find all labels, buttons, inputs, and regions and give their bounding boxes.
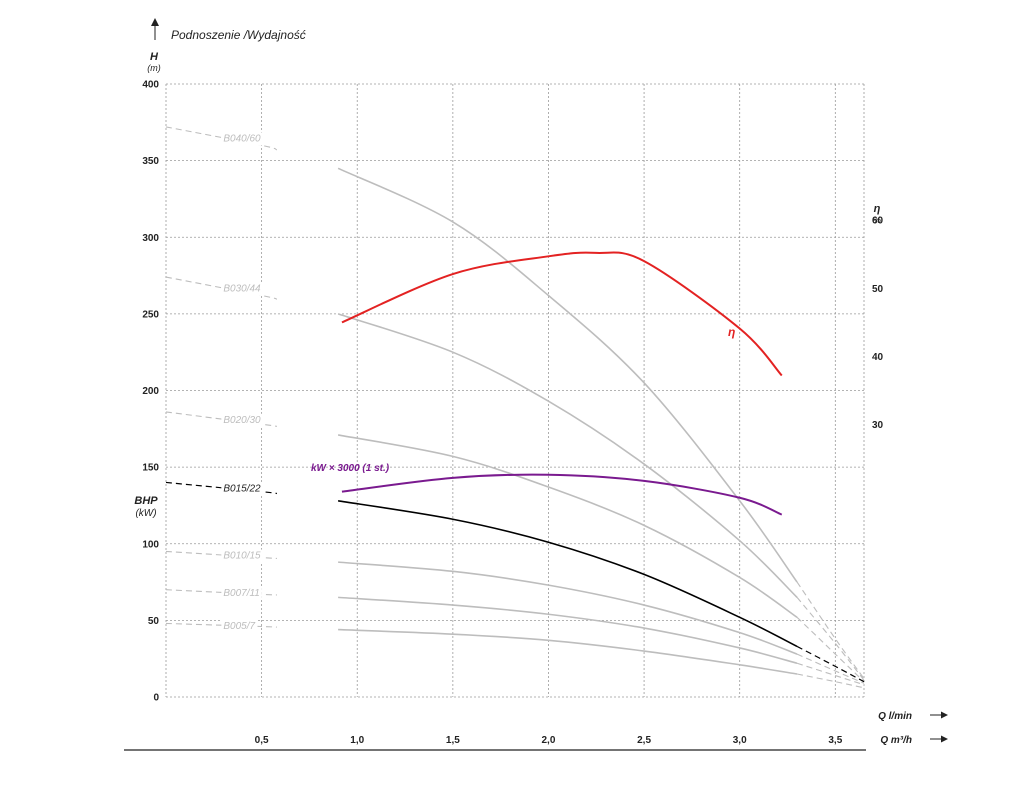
series-6-line-dashed bbox=[796, 673, 865, 689]
bhp-axis-label: BHP bbox=[134, 495, 158, 507]
series-label-background bbox=[221, 549, 264, 563]
y-tick-label: 300 bbox=[142, 233, 159, 244]
y-right-tick-label: 50 bbox=[872, 284, 884, 295]
x-axis-label-m3h: Q m³/h bbox=[880, 735, 912, 746]
series-3-line-dashed bbox=[796, 645, 865, 683]
series-label: B015/22 bbox=[223, 483, 261, 494]
y-right-tick-labels: 30 40 50 60 bbox=[872, 216, 884, 431]
series-label: B030/44 bbox=[223, 284, 261, 295]
series-label-background bbox=[221, 482, 264, 496]
eta-axis-unit: % bbox=[873, 215, 881, 225]
series-2-line-solid bbox=[337, 434, 798, 618]
series-1-line-dashed bbox=[165, 276, 278, 300]
series-5-line-solid bbox=[338, 596, 798, 665]
series-0-line-solid bbox=[337, 167, 798, 583]
y-right-tick-label: 40 bbox=[872, 352, 884, 363]
y-tick-label: 50 bbox=[148, 616, 160, 627]
series-label: B040/60 bbox=[223, 133, 261, 144]
series-label-background bbox=[221, 413, 264, 427]
kw-curve-label: kW × 3000 (1 st.) bbox=[311, 463, 390, 474]
series-label-background bbox=[221, 132, 264, 146]
series-label: B007/11 bbox=[223, 588, 260, 599]
x-tick-label: 2,0 bbox=[542, 735, 556, 746]
x-tick-label: 0,5 bbox=[255, 735, 269, 746]
y-tick-labels: 0 50 100 150 200 250 300 350 400 bbox=[142, 80, 159, 704]
series-2-line-dashed bbox=[796, 616, 865, 683]
chart-title-group: Podnoszenie /Wydajność bbox=[151, 18, 306, 42]
series-label: B010/15 bbox=[223, 551, 261, 562]
x-tick-label: 1,0 bbox=[350, 735, 364, 746]
x-axis-label-lmin: Q l/min bbox=[878, 711, 912, 722]
series-label-background bbox=[221, 282, 264, 296]
bhp-axis-unit: (kW) bbox=[135, 508, 156, 519]
series-3-line-solid bbox=[337, 500, 798, 648]
series-6-line-solid bbox=[338, 628, 798, 675]
curve-labels: B040/60 B030/44 B020/30 B015/22 B010/15 B007/… bbox=[221, 132, 735, 633]
series-2-line-dashed bbox=[165, 411, 277, 427]
eta-axis-label: η bbox=[874, 203, 881, 215]
series-4-line-dashed bbox=[796, 653, 865, 684]
eta-curve-label: η bbox=[728, 325, 735, 339]
series-7-line bbox=[341, 473, 783, 516]
y-tick-label: 200 bbox=[142, 386, 159, 397]
x-tick-label: 1,5 bbox=[446, 735, 460, 746]
x-tick-label: 2,5 bbox=[637, 735, 651, 746]
y-tick-label: 400 bbox=[142, 80, 159, 91]
y-tick-label: 250 bbox=[142, 309, 159, 320]
y-tick-label: 350 bbox=[142, 156, 159, 167]
up-arrow-head-icon bbox=[151, 18, 159, 26]
y-right-tick-label: 60 bbox=[872, 216, 884, 227]
y-tick-label: 0 bbox=[153, 693, 159, 704]
series-0-line-dashed bbox=[165, 126, 278, 151]
y-axis-label: H bbox=[150, 51, 159, 63]
series-label-background bbox=[221, 619, 258, 633]
series-label: B020/30 bbox=[223, 415, 261, 426]
series-6-line-dashed bbox=[165, 622, 277, 628]
series-label-background bbox=[221, 586, 262, 600]
grid bbox=[165, 83, 865, 698]
series-8-line bbox=[341, 251, 783, 377]
curves bbox=[165, 126, 865, 689]
series-4-line-solid bbox=[338, 561, 798, 655]
y-right-tick-label: 30 bbox=[872, 420, 884, 431]
series-0-line-dashed bbox=[796, 581, 865, 679]
series-label: B005/7 bbox=[223, 621, 255, 632]
series-5-line-dashed bbox=[796, 662, 865, 686]
right-arrow-icon bbox=[930, 735, 948, 743]
series-1-line-dashed bbox=[796, 597, 865, 681]
x-tick-label: 3,5 bbox=[828, 735, 842, 746]
y-axis-unit: (m) bbox=[147, 63, 161, 73]
y-tick-label: 150 bbox=[142, 463, 159, 474]
y-tick-label: 100 bbox=[142, 539, 159, 550]
x-tick-labels: 0,5 1,0 1,5 2,0 2,5 3,0 3,5 bbox=[255, 735, 843, 746]
series-1-line-solid bbox=[337, 313, 798, 598]
x-tick-label: 3,0 bbox=[733, 735, 747, 746]
right-arrow-icon bbox=[930, 711, 948, 719]
chart-title: Podnoszenie /Wydajność bbox=[171, 28, 306, 42]
